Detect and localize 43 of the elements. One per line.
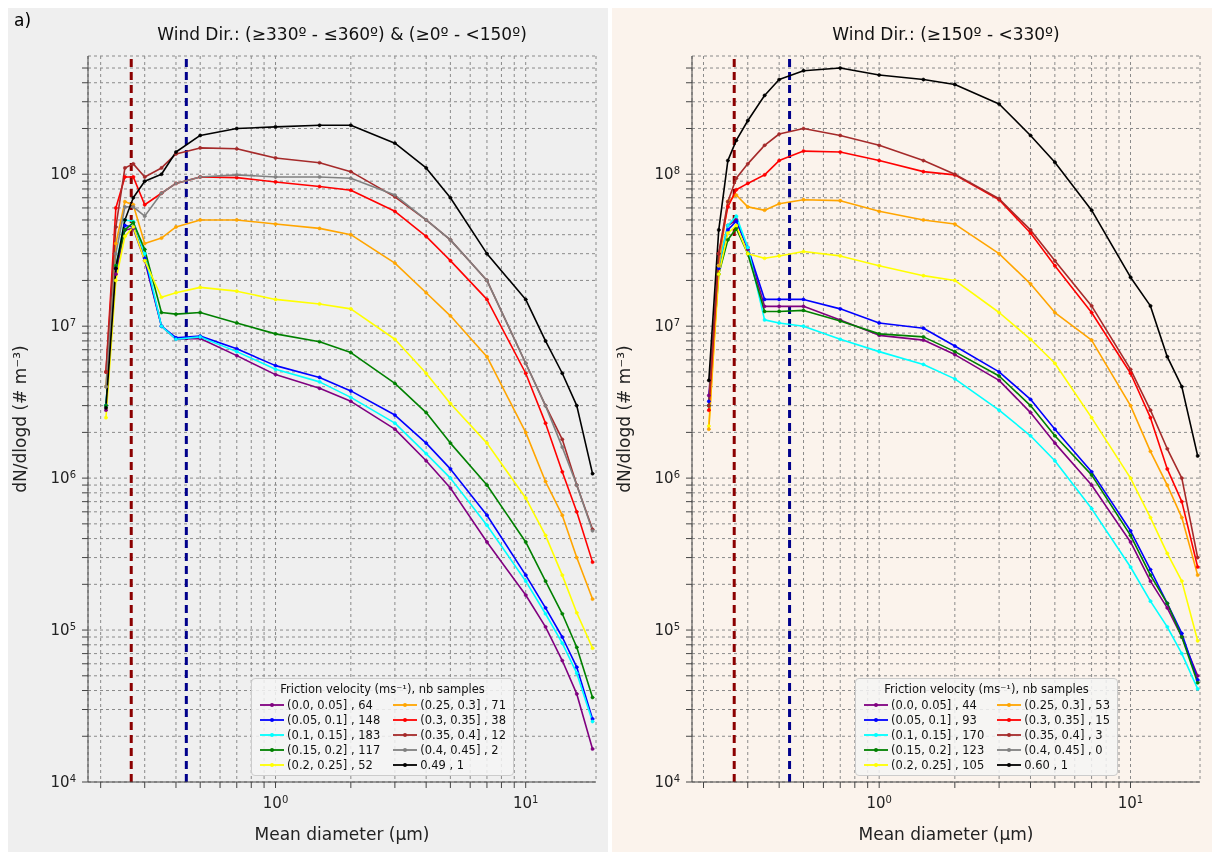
legend-label: (0.25, 0.3] , 71 (420, 698, 506, 712)
legend-label: (0.35, 0.4] , 3 (1024, 728, 1103, 742)
legend-label: (0.4, 0.45] , 0 (1024, 743, 1103, 757)
chart-title: Wind Dir.: (≥330º - ≤360º) & (≥0º - <150º) (156, 24, 528, 44)
y-tick-label: 10$^{8}$ (654, 164, 680, 184)
y-tick-label: 10$^{7}$ (654, 316, 680, 336)
legend-label: 0.49 , 1 (420, 758, 465, 772)
x-tick-label: 10$^{1}$ (512, 793, 539, 812)
x-axis-title: Mean diameter (µm) (254, 824, 430, 844)
legend-label: (0.35, 0.4] , 12 (420, 728, 506, 742)
x-axis-title: Mean diameter (µm) (858, 824, 1034, 844)
chart-title: Wind Dir.: (≥150º - <330º) (831, 24, 1061, 44)
legend-title: Friction velocity (ms⁻¹), nb samples (279, 682, 486, 696)
legend-label: (0.2, 0.25] , 105 (891, 758, 985, 772)
x-tick-label: 10$^{0}$ (262, 793, 289, 812)
y-tick-label: 10$^{4}$ (654, 772, 680, 791)
legend-label: (0.05, 0.1] , 93 (891, 713, 977, 727)
legend-label: (0.0, 0.05] , 44 (891, 698, 977, 712)
y-tick-label: 10$^{5}$ (50, 620, 76, 640)
legend-label: (0.3, 0.35] , 38 (420, 713, 506, 727)
legend-title: Friction velocity (ms⁻¹), nb samples (883, 682, 1090, 696)
legend-label: (0.25, 0.3] , 53 (1024, 698, 1110, 712)
y-tick-label: 10$^{6}$ (50, 468, 76, 488)
legend-label: (0.2, 0.25] , 52 (287, 758, 373, 772)
y-axis-title: dN/dlogd (# m⁻³) (10, 345, 31, 493)
y-tick-label: 10$^{4}$ (50, 772, 76, 791)
legend-label: (0.3, 0.35] , 15 (1024, 713, 1110, 727)
legend-label: (0.1, 0.15] , 170 (891, 728, 985, 742)
legend-label: (0.0, 0.05] , 64 (287, 698, 373, 712)
y-tick-label: 10$^{6}$ (654, 468, 680, 488)
y-tick-label: 10$^{7}$ (50, 316, 76, 336)
legend-label: (0.15, 0.2] , 117 (287, 743, 381, 757)
legend-label: (0.15, 0.2] , 123 (891, 743, 985, 757)
y-tick-label: 10$^{5}$ (654, 620, 680, 640)
y-tick-label: 10$^{8}$ (50, 164, 76, 184)
legend-label: (0.4, 0.45] , 2 (420, 743, 499, 757)
legend-label: 0.60 , 1 (1024, 758, 1069, 772)
x-tick-label: 10$^{1}$ (1117, 793, 1144, 812)
y-axis-title: dN/dlogd (# m⁻³) (614, 345, 635, 493)
legend-label: (0.1, 0.15] , 183 (287, 728, 381, 742)
text: a) (14, 10, 32, 30)
x-tick-label: 10$^{0}$ (866, 793, 892, 812)
legend-label: (0.05, 0.1] , 148 (287, 713, 381, 727)
